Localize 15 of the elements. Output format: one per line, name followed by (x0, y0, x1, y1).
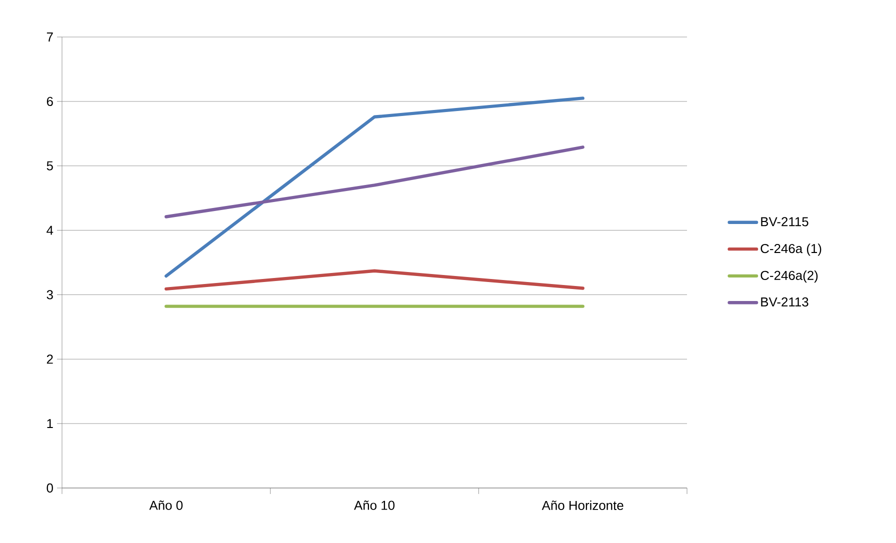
legend-label: C-246a (1) (760, 244, 822, 256)
x-tick-label: Año 0 (149, 500, 183, 510)
y-tick-label: 6 (46, 96, 53, 106)
legend-label: BV-2115 (761, 217, 808, 226)
y-tick-label: 1 (47, 419, 53, 428)
y-tick-label: 5 (46, 161, 53, 170)
y-tick-label: 0 (46, 483, 53, 493)
y-tick-label: 4 (46, 226, 54, 235)
legend-label: BV-2113 (761, 297, 808, 307)
y-tick-label: 2 (46, 354, 53, 364)
x-tick-label: Año Horizonte (542, 500, 624, 510)
y-tick-label: 3 (46, 290, 53, 300)
legend-label: C-246a(2) (760, 270, 818, 283)
x-tick-label: Año 10 (354, 500, 395, 510)
y-tick-label: 7 (46, 32, 53, 42)
